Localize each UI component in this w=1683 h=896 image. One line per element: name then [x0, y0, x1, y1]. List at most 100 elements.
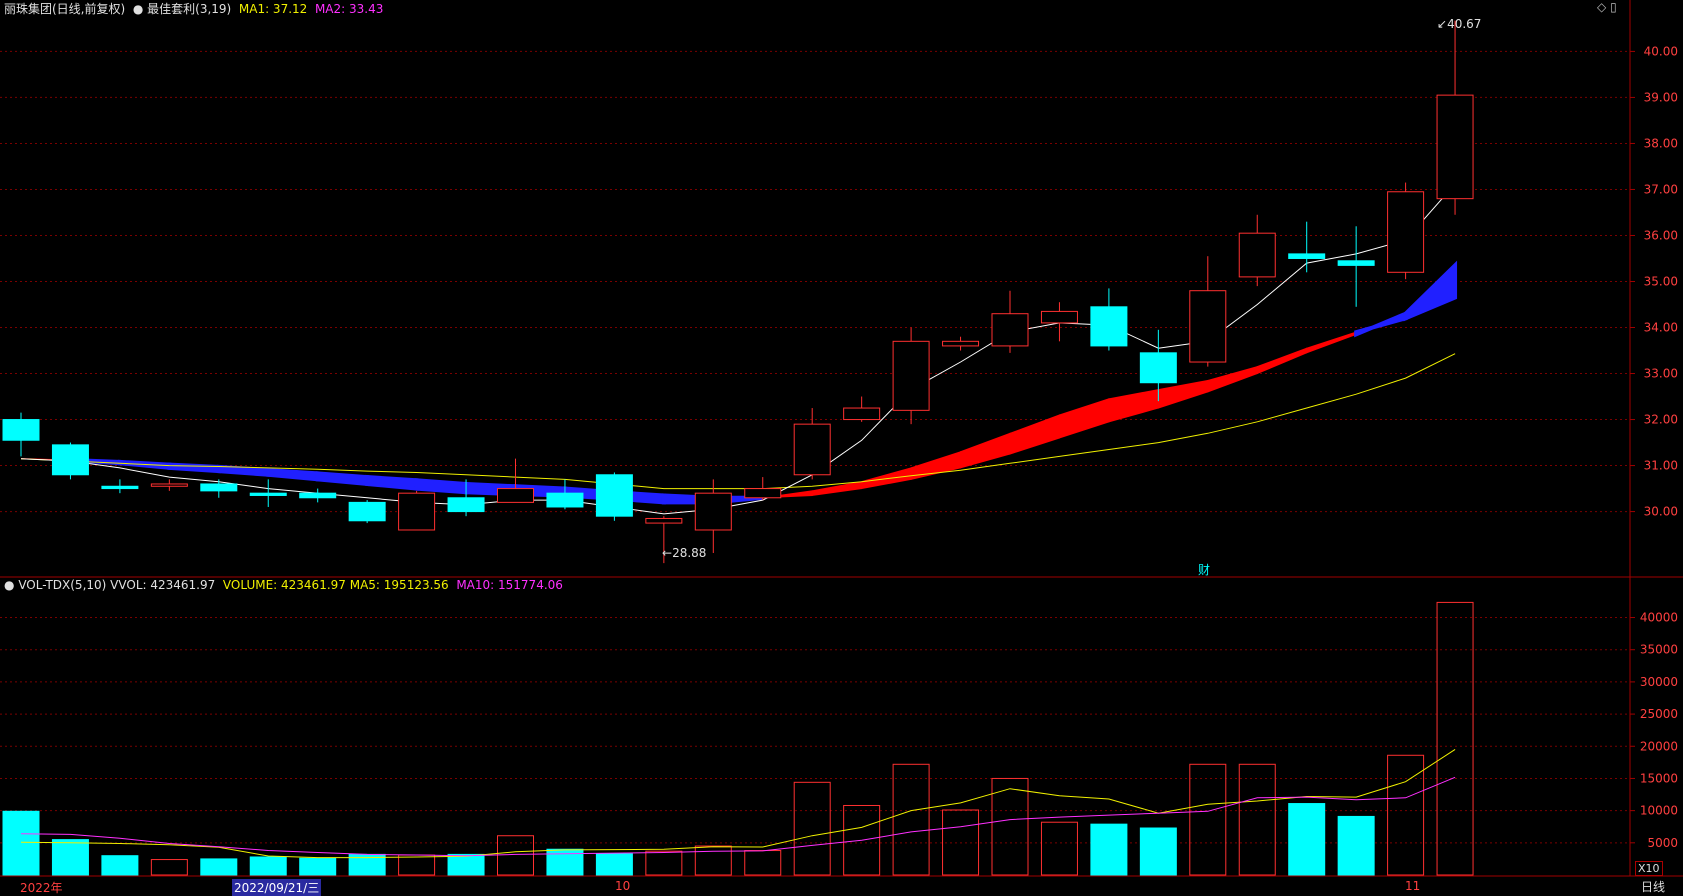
price-tick-label: 38.00	[1644, 136, 1678, 150]
volume-bar	[1387, 754, 1425, 876]
ma-yellow-line	[20, 353, 1456, 490]
panel-toggle-icon[interactable]: ▯	[1610, 0, 1617, 14]
x-label-oct: 10	[615, 879, 631, 893]
candle-body	[645, 517, 683, 524]
volume-header: ● VOL-TDX(5,10) VVOL: 423461.97 VOLUME: …	[4, 578, 563, 592]
volume-bar	[645, 850, 683, 876]
ma2-value: MA2: 33.43	[314, 2, 384, 16]
volume-unit-label: X10	[1635, 861, 1663, 876]
volume-bar	[694, 845, 732, 876]
volume-bar	[249, 856, 287, 876]
trend-band-segment	[1207, 365, 1258, 393]
volume-bar	[843, 804, 881, 876]
volume-tick-label: 30000	[1640, 675, 1678, 689]
trend-band-segment	[1108, 389, 1159, 423]
indicator-name[interactable]: 最佳套利(3,19)	[147, 2, 232, 16]
trend-band-segment	[1403, 260, 1458, 322]
candle-body	[546, 492, 584, 508]
candle-body	[793, 423, 831, 476]
candle-body	[942, 340, 980, 347]
candle-body	[398, 492, 436, 531]
indicator-dot-icon[interactable]: ●	[129, 2, 144, 16]
price-tick-label: 31.00	[1644, 459, 1678, 473]
vol-dot-icon[interactable]: ●	[4, 578, 15, 592]
trend-band-segment	[315, 471, 370, 487]
price-header: 丽珠集团(日线,前复权) ● 最佳套利(3,19) MA1: 37.12 MA2…	[4, 0, 383, 17]
trend-band-segment	[266, 468, 320, 482]
volume-tick-label: 40000	[1640, 611, 1678, 625]
diamond-icon[interactable]: ◇	[1597, 0, 1607, 14]
candle-body	[1090, 306, 1128, 347]
price-tick-label: 36.00	[1644, 228, 1678, 242]
candle-body	[1040, 310, 1078, 324]
candle-body	[51, 444, 89, 476]
candle-body	[1337, 260, 1375, 266]
volume-ma10-line	[20, 776, 1456, 857]
vol-indicator-name[interactable]: VOL-TDX(5,10)	[18, 578, 107, 592]
x-label-nov: 11	[1405, 879, 1421, 893]
volume-bar	[1238, 763, 1276, 876]
candle-body	[150, 483, 188, 487]
candle-body	[2, 419, 40, 441]
volume-bar	[200, 858, 238, 876]
price-tick-label: 40.00	[1644, 44, 1678, 58]
candle-body	[299, 492, 337, 499]
volume-tick-label: 25000	[1640, 707, 1678, 721]
volume-bar	[1337, 815, 1375, 876]
volume-bar	[892, 763, 930, 876]
price-tick-label: 35.00	[1644, 274, 1678, 288]
price-tick-label: 32.00	[1644, 413, 1678, 427]
x-label-year: 2022年	[20, 881, 63, 895]
volume-bar	[1189, 763, 1227, 876]
volume-bar	[51, 839, 89, 876]
trend-band-segment	[1157, 379, 1209, 409]
candle-body	[694, 492, 732, 531]
candle-body	[1387, 191, 1425, 273]
trend-band-segment	[960, 432, 1011, 469]
low-price-value: 28.88	[672, 546, 707, 560]
volume-bar	[793, 781, 831, 876]
volume-tick-label: 10000	[1640, 804, 1678, 818]
financial-marker[interactable]: 财	[1198, 563, 1211, 577]
ma5-value: MA5: 195123.56	[349, 578, 449, 592]
volume-tick-label: 35000	[1640, 643, 1678, 657]
period-label[interactable]: 日线	[1641, 880, 1666, 894]
price-tick-label: 30.00	[1644, 505, 1678, 519]
low-price-label: ←28.88	[662, 546, 707, 560]
trend-band-segment	[414, 478, 469, 495]
trend-band-segment	[1256, 347, 1308, 375]
volume-tick-label: 5000	[1647, 836, 1678, 850]
volume-bar	[299, 857, 337, 876]
candle-body	[200, 483, 238, 492]
candle-body	[447, 497, 485, 513]
candle-body	[1238, 232, 1276, 278]
candle-body	[595, 474, 633, 517]
volume-bar	[1139, 827, 1177, 876]
volume-bar	[1040, 821, 1078, 876]
volume-tick-label: 15000	[1640, 771, 1678, 785]
volume-bar	[1090, 823, 1128, 876]
volume-bar	[2, 810, 40, 876]
volume-bar	[1288, 803, 1326, 876]
volume-bar	[1436, 601, 1474, 876]
trend-band-segment	[1354, 310, 1408, 338]
candle-body	[892, 340, 930, 411]
volume-bar	[991, 777, 1029, 876]
vvol-value: VVOL: 423461.97	[110, 578, 216, 592]
volume-value: VOLUME: 423461.97	[222, 578, 346, 592]
trend-band-segment	[365, 474, 419, 491]
x-label-cursor-date: 2022/09/21/三	[232, 879, 322, 896]
volume-bar	[595, 853, 633, 876]
candle-body	[348, 501, 386, 522]
price-tick-label: 34.00	[1644, 321, 1678, 335]
trend-band-segment	[1306, 331, 1357, 354]
volume-bar	[497, 835, 534, 876]
volume-ma5-line	[20, 748, 1456, 859]
volume-bar	[398, 854, 436, 876]
price-tick-label: 33.00	[1644, 367, 1678, 381]
high-price-label: ↙40.67	[1437, 17, 1482, 31]
stock-title: 丽珠集团(日线,前复权)	[4, 2, 126, 16]
trend-band-segment	[1058, 398, 1110, 439]
candle-body	[1288, 253, 1326, 259]
volume-tick-label: 20000	[1640, 739, 1678, 753]
